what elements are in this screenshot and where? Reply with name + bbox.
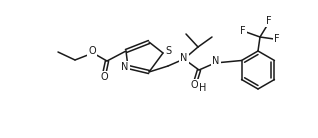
Text: F: F <box>266 16 272 26</box>
Text: N: N <box>212 56 220 66</box>
Text: O: O <box>88 46 96 56</box>
Text: N: N <box>121 62 129 72</box>
Text: O: O <box>190 80 198 90</box>
Text: F: F <box>240 26 246 36</box>
Text: H: H <box>199 83 207 93</box>
Text: F: F <box>274 34 280 44</box>
Text: O: O <box>100 72 108 82</box>
Text: N: N <box>180 53 188 63</box>
Text: S: S <box>165 46 171 56</box>
